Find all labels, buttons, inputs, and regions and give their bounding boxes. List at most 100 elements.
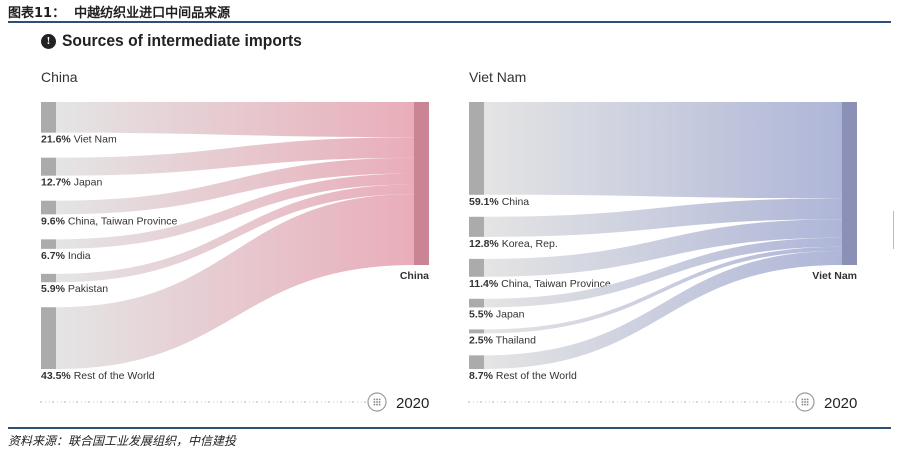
flow-viet-nam-0 bbox=[484, 102, 842, 199]
timeline-tick-china bbox=[232, 401, 234, 403]
heading-text: Sources of intermediate imports bbox=[62, 31, 302, 50]
timeline-tick-china bbox=[160, 401, 162, 403]
timeline-tick-viet-nam bbox=[780, 401, 782, 403]
grid-dot-icon-viet-nam bbox=[806, 403, 809, 406]
timeline-tick-china bbox=[364, 401, 366, 403]
flow-china-2 bbox=[56, 157, 414, 215]
source-label-china-4: 5.9% Pakistan bbox=[41, 283, 108, 295]
timeline-tick-china bbox=[52, 401, 54, 403]
source-label-viet-nam-5: 8.7% Rest of the World bbox=[469, 370, 577, 382]
top-rule bbox=[8, 21, 891, 23]
timeline-tick-viet-nam bbox=[516, 401, 518, 403]
timeline-tick-china bbox=[328, 401, 330, 403]
grid-dot-icon-china bbox=[376, 398, 378, 401]
grid-dot-icon-china bbox=[376, 403, 378, 406]
timeline-tick-viet-nam bbox=[672, 401, 674, 403]
grid-dot-icon-china bbox=[373, 398, 376, 401]
flow-china-5 bbox=[56, 194, 414, 369]
grid-dot-icon-china bbox=[378, 401, 381, 403]
timeline-tick-viet-nam bbox=[660, 401, 662, 403]
timeline-tick-china bbox=[340, 401, 342, 403]
flow-china-0 bbox=[56, 102, 414, 138]
source-label-china-5: 43.5% Rest of the World bbox=[41, 370, 155, 382]
timeline-tick-china bbox=[196, 401, 198, 403]
figure-title: 图表11： 中越纺织业进口中间品来源 bbox=[8, 6, 231, 21]
timeline-tick-china bbox=[292, 401, 294, 403]
source-node-china-2 bbox=[41, 200, 56, 215]
source-node-china-3 bbox=[41, 239, 56, 249]
timeline-tick-viet-nam bbox=[732, 401, 734, 403]
source-node-china-4 bbox=[41, 273, 56, 283]
source-label-china-3: 6.7% India bbox=[41, 250, 91, 262]
timeline-tick-viet-nam bbox=[624, 401, 626, 403]
timeline-tick-viet-nam bbox=[540, 401, 542, 403]
source-node-viet-nam-0 bbox=[469, 102, 484, 195]
edge-marker bbox=[893, 211, 897, 249]
timeline-tick-viet-nam bbox=[636, 401, 638, 403]
timeline-tick-china bbox=[88, 401, 90, 403]
timeline-tick-china bbox=[124, 401, 126, 403]
timeline-tick-viet-nam bbox=[480, 401, 482, 403]
source-node-viet-nam-2 bbox=[469, 258, 484, 277]
timeline-tick-viet-nam bbox=[468, 401, 470, 403]
target-label-viet-nam: Viet Nam bbox=[812, 270, 857, 282]
grid-dot-icon-viet-nam bbox=[801, 403, 804, 406]
timeline-tick-china bbox=[64, 401, 66, 403]
timeline-tick-china bbox=[268, 401, 270, 403]
timeline-tick-viet-nam bbox=[648, 401, 650, 403]
source-note: 资料来源：联合国工业发展组织，中信建投 bbox=[8, 434, 237, 448]
info-icon[interactable]: ! bbox=[41, 33, 56, 49]
timeline-tick-china bbox=[220, 401, 222, 403]
source-label-china-2: 9.6% China, Taiwan Province bbox=[41, 215, 178, 227]
target-node-china bbox=[414, 102, 429, 265]
timeline-tick-china bbox=[184, 401, 186, 403]
grid-dot-icon-viet-nam bbox=[804, 401, 806, 403]
timeline-tick-viet-nam bbox=[720, 401, 722, 403]
timeline-tick-viet-nam bbox=[588, 401, 590, 403]
grid-dot-icon-viet-nam bbox=[804, 398, 806, 401]
timeline-tick-viet-nam bbox=[600, 401, 602, 403]
source-node-viet-nam-4 bbox=[469, 329, 484, 334]
source-node-china-0 bbox=[41, 102, 56, 133]
source-label-china-0: 21.6% Viet Nam bbox=[41, 134, 117, 146]
timeline-tick-viet-nam bbox=[792, 401, 794, 403]
source-node-viet-nam-1 bbox=[469, 216, 484, 237]
timeline-tick-viet-nam bbox=[708, 401, 710, 403]
bottom-rule bbox=[8, 427, 891, 429]
grid-dot-icon-china bbox=[376, 401, 378, 403]
timeline-tick-viet-nam bbox=[756, 401, 758, 403]
source-label-viet-nam-4: 2.5% Thailand bbox=[469, 334, 536, 346]
source-node-viet-nam-5 bbox=[469, 355, 484, 369]
year-label-viet-nam: 2020 bbox=[824, 395, 857, 412]
grid-dot-icon-china bbox=[378, 398, 381, 401]
timeline-tick-viet-nam bbox=[744, 401, 746, 403]
source-label-china-1: 12.7% Japan bbox=[41, 177, 102, 189]
timeline-tick-viet-nam bbox=[612, 401, 614, 403]
timeline-tick-china bbox=[304, 401, 306, 403]
panel-title-china: China bbox=[41, 69, 78, 85]
timeline-tick-china bbox=[316, 401, 318, 403]
source-label-viet-nam-1: 12.8% Korea, Rep. bbox=[469, 238, 558, 250]
timeline-tick-viet-nam bbox=[552, 401, 554, 403]
grid-dot-icon-viet-nam bbox=[806, 401, 809, 403]
timeline-tick-viet-nam bbox=[504, 401, 506, 403]
grid-dot-icon-viet-nam bbox=[806, 398, 809, 401]
source-node-china-5 bbox=[41, 307, 56, 369]
timeline-tick-china bbox=[172, 401, 174, 403]
timeline-tick-china bbox=[136, 401, 138, 403]
flow-viet-nam-4 bbox=[484, 246, 842, 334]
timeline-tick-china bbox=[208, 401, 210, 403]
timeline-tick-china bbox=[256, 401, 258, 403]
grid-dot-icon-viet-nam bbox=[801, 401, 804, 403]
source-label-viet-nam-2: 11.4% China, Taiwan Province bbox=[469, 278, 611, 290]
year-label-china: 2020 bbox=[396, 395, 429, 412]
target-node-viet-nam bbox=[842, 102, 857, 265]
timeline-tick-viet-nam bbox=[768, 401, 770, 403]
grid-dot-icon-china bbox=[378, 403, 381, 406]
timeline-tick-china bbox=[244, 401, 246, 403]
timeline-tick-viet-nam bbox=[576, 401, 578, 403]
source-label-viet-nam-3: 5.5% Japan bbox=[469, 308, 525, 320]
timeline-tick-china bbox=[280, 401, 282, 403]
flow-viet-nam-3 bbox=[484, 237, 842, 308]
